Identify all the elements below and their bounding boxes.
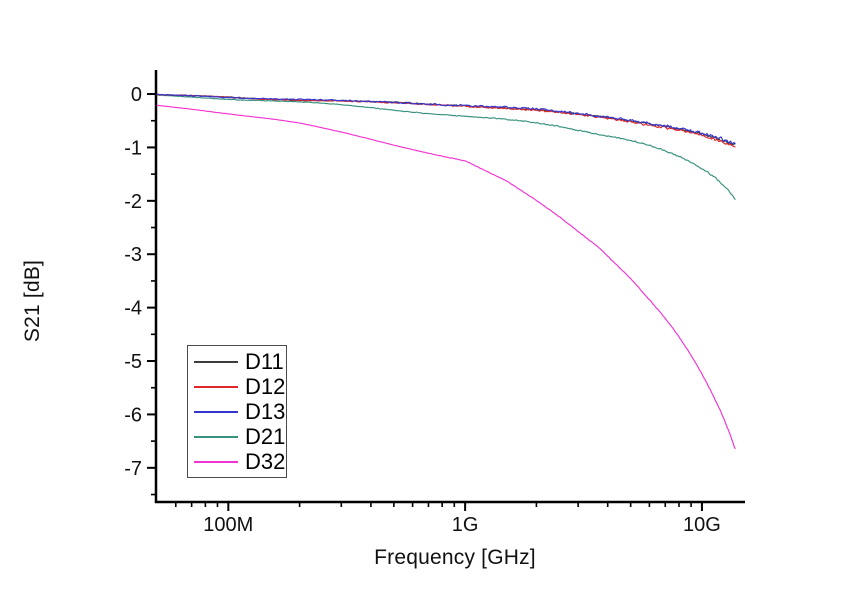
legend-label-D11: D11: [245, 348, 284, 374]
y-tick-label: -2: [124, 191, 142, 213]
legend-swatch-D11: [194, 360, 238, 363]
y-tick-label: 0: [131, 84, 142, 106]
legend-swatch-D21: [194, 435, 238, 438]
series-D11: [156, 94, 736, 146]
y-tick-label: -5: [124, 351, 142, 373]
legend-label-D12: D12: [245, 373, 286, 399]
legend-label-D32: D32: [245, 448, 286, 474]
y-axis-label: S21 [dB]: [21, 259, 44, 343]
legend-swatch-D12: [194, 385, 238, 388]
legend-swatch-D13: [194, 410, 238, 413]
y-tick-label: -1: [124, 137, 142, 159]
y-tick-label: -3: [124, 244, 142, 266]
legend-label-D21: D21: [245, 423, 286, 449]
legend-item-D13: D13: [188, 400, 286, 424]
series-D32: [156, 104, 736, 450]
x-tick-label: 1G: [452, 514, 479, 536]
legend-item-D32: D32: [188, 450, 286, 474]
legend: D11 D12 D13 D21 D32: [187, 345, 287, 478]
series-D12: [156, 93, 736, 148]
legend-item-D21: D21: [188, 425, 286, 449]
legend-label-D13: D13: [245, 398, 286, 424]
series-D21: [156, 94, 736, 200]
series-D13: [156, 93, 736, 145]
y-tick-label: -7: [124, 458, 142, 480]
legend-item-D12: D12: [188, 375, 286, 399]
y-tick-label: -6: [124, 404, 142, 426]
x-tick-label: 10G: [683, 514, 721, 536]
x-tick-label: 100M: [203, 514, 253, 536]
legend-swatch-D32: [194, 460, 238, 463]
legend-item-D11: D11: [188, 350, 286, 374]
x-axis-label: Frequency [GHz]: [374, 546, 536, 569]
y-tick-label: -4: [124, 298, 142, 320]
